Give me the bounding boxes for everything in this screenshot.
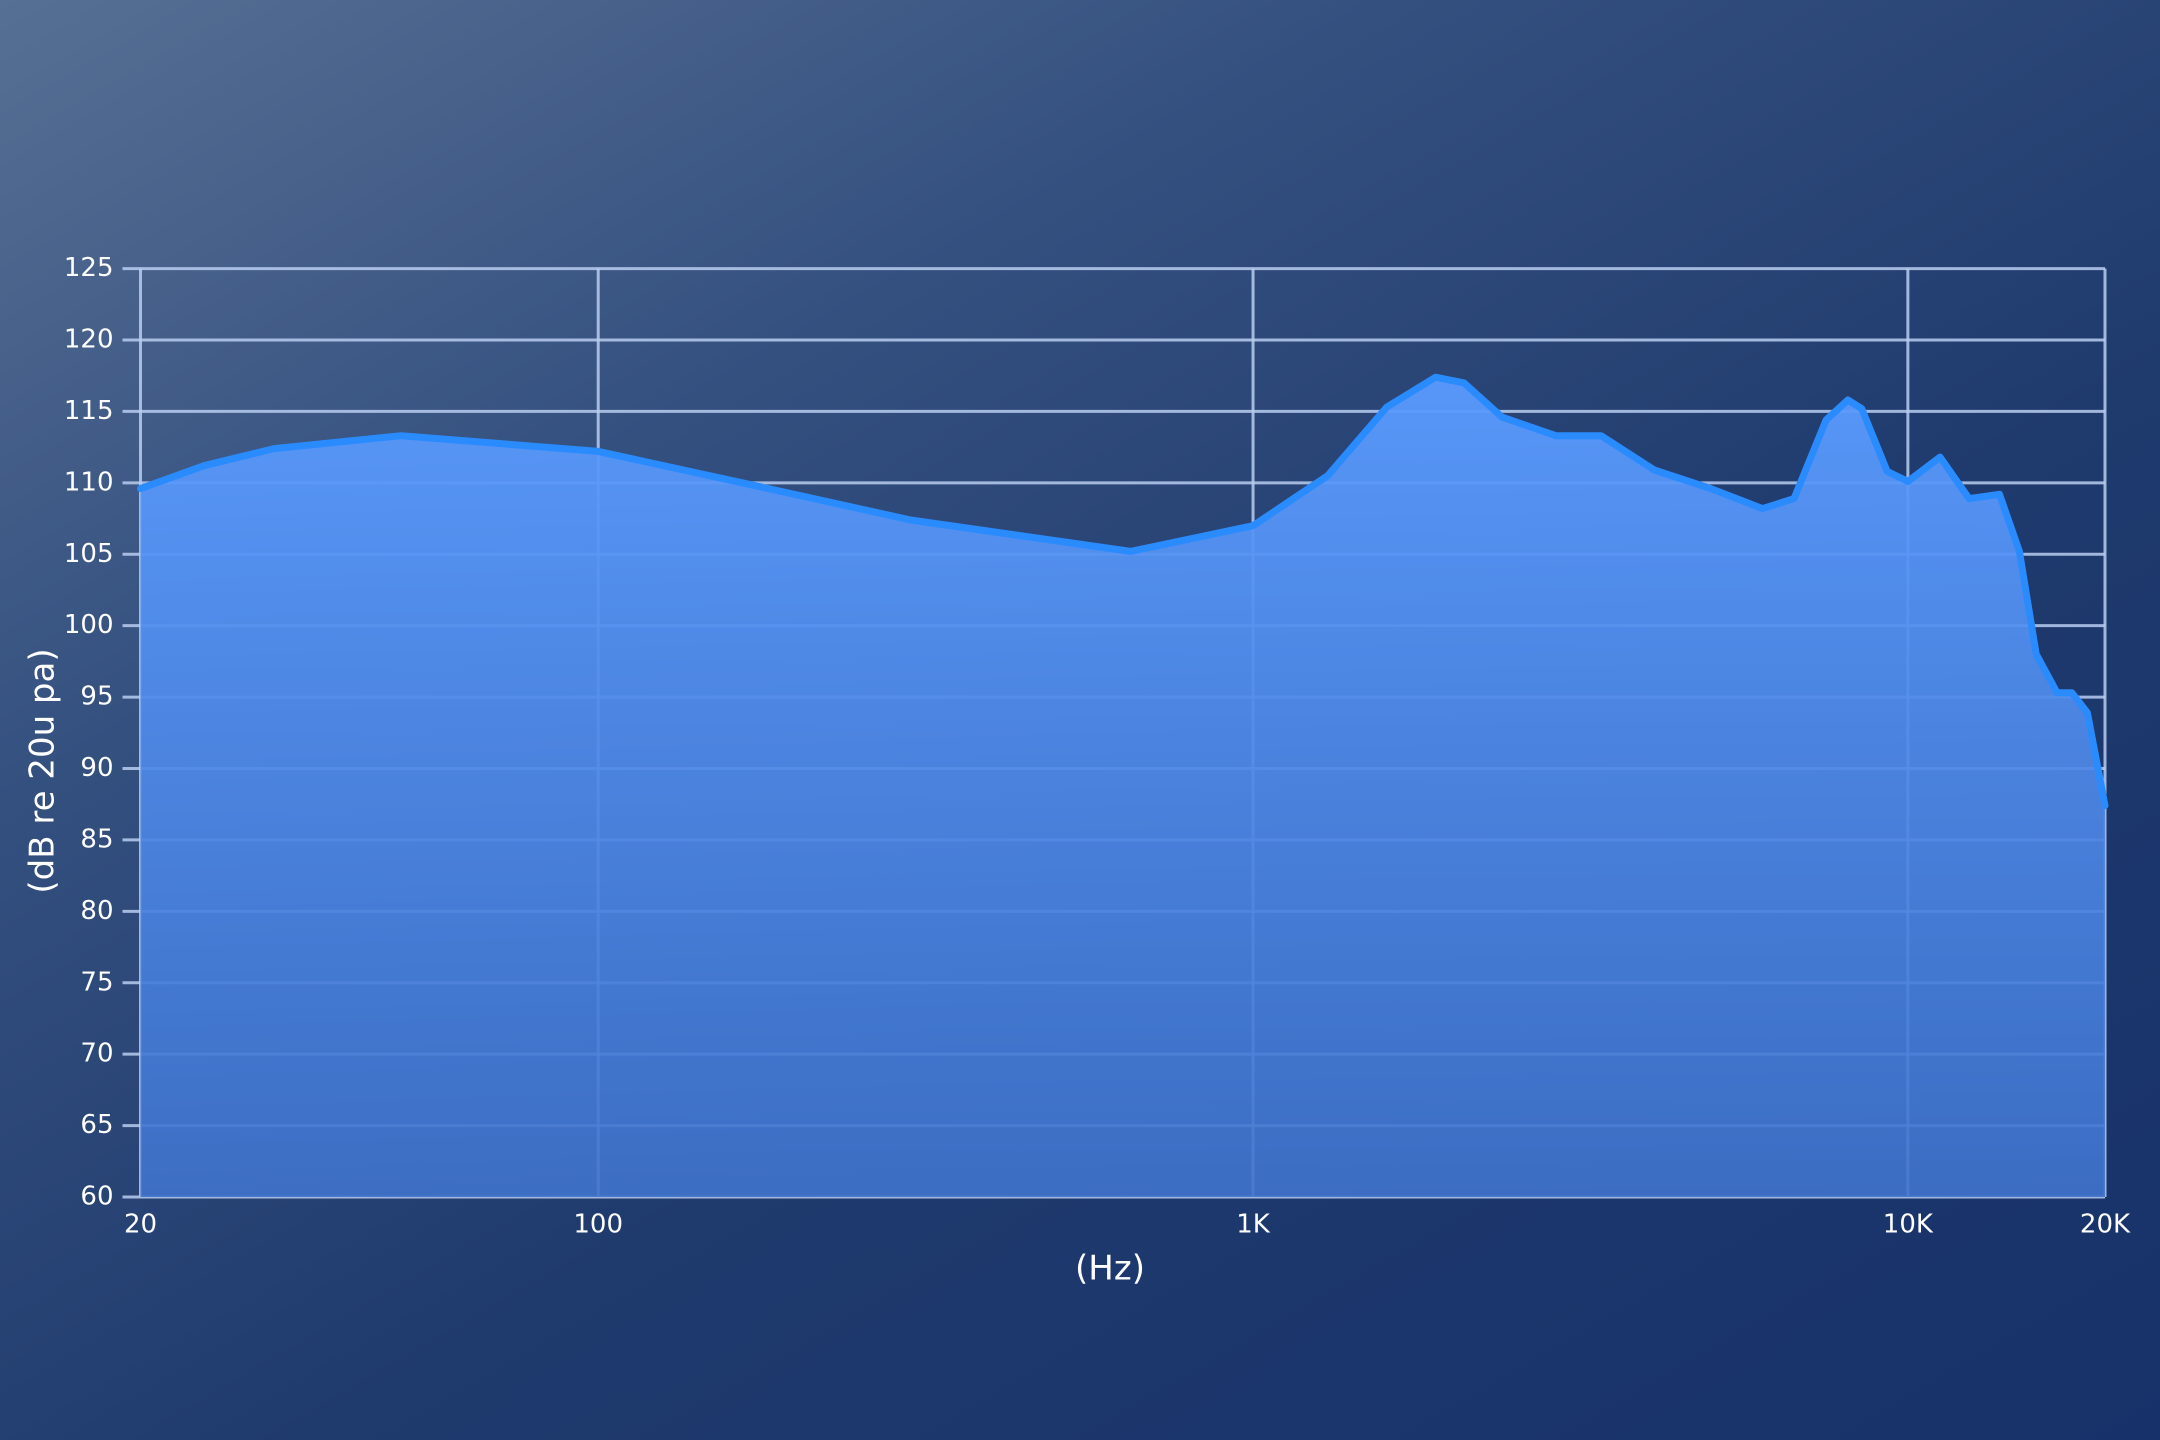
x-tick-label: 100 [573, 1210, 623, 1240]
response-line [137, 373, 2109, 810]
y-tick-label: 110 [64, 467, 114, 497]
y-tick-label: 115 [64, 396, 114, 426]
y-tick-label: 70 [80, 1039, 113, 1069]
x-tick-label: 20 [124, 1210, 157, 1240]
y-tick-label: 85 [80, 824, 113, 854]
y-tick-label: 105 [64, 539, 114, 569]
y-tick-label: 90 [80, 753, 113, 783]
x-tick-label: 10K [1883, 1210, 1934, 1240]
y-tick-label: 120 [64, 325, 114, 355]
y-tick-label: 95 [80, 682, 113, 712]
x-tick-label: 20K [2080, 1210, 2131, 1240]
y-tick-label: 75 [80, 967, 113, 997]
y-tick-label: 60 [80, 1182, 113, 1212]
y-tick-label: 100 [64, 610, 114, 640]
labels: 60 65 70 75 80 85 90 95 100 105 110 115 120 125 20 100 1… [64, 253, 2131, 1239]
y-tick-label: 80 [80, 896, 113, 926]
x-axis-title: (Hz) [1075, 1249, 1145, 1289]
plot-area [137, 373, 2109, 1197]
y-tick-label: 125 [64, 253, 114, 283]
x-tick-label: 1K [1236, 1210, 1271, 1240]
y-axis-title: (dB re 20u pa) [23, 648, 63, 893]
y-tick-label: 65 [80, 1110, 113, 1140]
area-fill [140, 377, 2105, 1197]
